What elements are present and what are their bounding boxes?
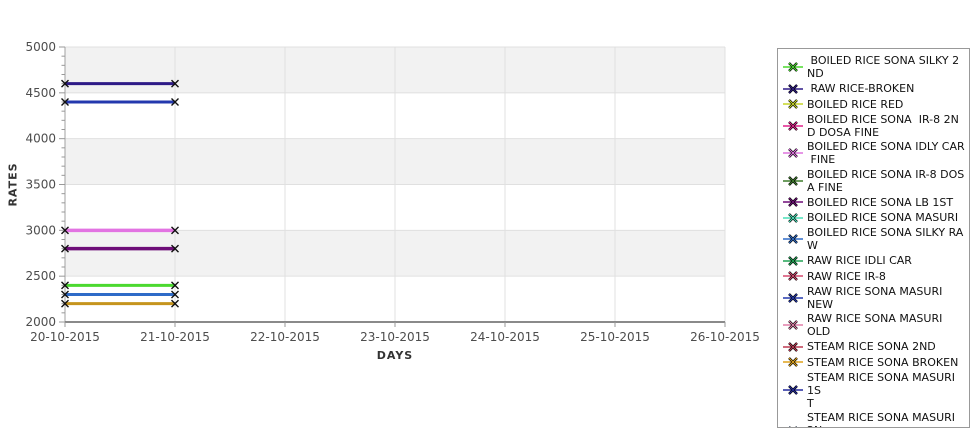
legend-item: RAW RICE SONA MASURI NEW — [782, 285, 966, 311]
legend-item: STEAM RICE SONA MASURI 1S T — [782, 371, 966, 410]
legend-x-marker-icon — [783, 212, 803, 223]
series-endpoint-marker — [171, 79, 179, 88]
legend-item: STEAM RICE SONA 2ND — [782, 340, 966, 354]
legend-label: RAW RICE IR-8 — [807, 269, 886, 283]
legend-x-marker-icon — [783, 83, 803, 94]
legend-box: BOILED RICE SONA SILKY 2 ND RAW RICE-BRO… — [777, 48, 970, 428]
y-tick-label: 2500 — [25, 269, 56, 283]
legend-label: BOILED RICE SONA IR-8 DOS A FINE — [807, 167, 965, 194]
legend-x-marker-icon — [783, 341, 803, 352]
series-endpoint-marker — [171, 299, 179, 308]
legend-item: RAW RICE-BROKEN — [782, 82, 966, 96]
legend-item: RAW RICE IDLI CAR — [782, 254, 966, 268]
y-tick-label: 5000 — [25, 40, 56, 54]
x-tick-label: 21-10-2015 — [140, 330, 210, 344]
legend-label: RAW RICE SONA MASURI NEW — [807, 284, 946, 311]
legend-label: BOILED RICE RED — [807, 97, 904, 111]
legend-item: BOILED RICE SONA IDLY CAR FINE — [782, 140, 966, 166]
legend-x-marker-icon — [783, 120, 803, 131]
legend-label: BOILED RICE SONA IDLY CAR FINE — [807, 140, 965, 166]
y-tick-label: 3500 — [25, 178, 56, 192]
y-tick-label: 2000 — [25, 315, 56, 329]
series-endpoint-marker — [61, 98, 69, 106]
y-tick-label: 4500 — [25, 86, 56, 100]
legend-x-marker-icon — [783, 175, 803, 186]
legend-label: BOILED RICE SONA LB 1ST — [807, 195, 954, 209]
series-endpoint-marker — [61, 244, 69, 253]
legend-item: RAW RICE SONA MASURI OLD — [782, 312, 966, 338]
x-tick-label: 26-10-2015 — [690, 330, 760, 344]
legend-label: STEAM RICE SONA BROKEN — [807, 355, 959, 369]
series-endpoint-marker — [61, 226, 69, 235]
series-endpoint-marker — [61, 79, 69, 88]
legend-x-marker-icon — [783, 357, 803, 367]
y-tick-label: 3000 — [25, 223, 56, 237]
plot-area: 2000 2500 3000 3500 4000 4500 5000 20-10-2015 21… — [0, 40, 760, 380]
series-endpoint-marker — [171, 281, 179, 290]
legend-label: RAW RICE SONA MASURI OLD — [807, 312, 946, 338]
x-tick-label: 22-10-2015 — [250, 330, 320, 344]
legend-x-marker-icon — [783, 234, 803, 244]
legend-label: RAW RICE-BROKEN — [807, 82, 915, 95]
legend-label: STEAM RICE SONA MASURI 1S T — [807, 370, 956, 410]
legend-x-marker-icon — [783, 385, 803, 395]
series-endpoint-marker — [171, 290, 179, 299]
legend-item: BOILED RICE RED — [782, 97, 966, 111]
legend-item: BOILED RICE SONA SILKY 2 ND — [782, 54, 966, 80]
legend-x-marker-icon — [783, 255, 803, 266]
series-endpoint-marker — [61, 299, 69, 308]
legend-item: STEAM RICE SONA BROKEN — [782, 355, 966, 369]
legend-item: STEAM RICE SONA MASURI 2N D — [782, 411, 966, 427]
chart-canvas: 2000 2500 3000 3500 4000 4500 5000 20-10-2015 21… — [25, 40, 760, 344]
legend-item: BOILED RICE SONA MASURI — [782, 211, 966, 225]
legend-item: BOILED RICE SONA IR-8 DOS A FINE — [782, 168, 966, 194]
legend-x-marker-icon — [783, 62, 803, 72]
legend-item: BOILED RICE SONA SILKY RA W — [782, 226, 966, 252]
legend-label: BOILED RICE SONA SILKY RA W — [807, 226, 964, 252]
legend-label: BOILED RICE SONA MASURI — [807, 211, 959, 224]
legend-item: BOILED RICE SONA LB 1ST — [782, 195, 966, 209]
legend-x-marker-icon — [783, 320, 803, 330]
x-tick-label: 23-10-2015 — [360, 330, 430, 344]
legend-label: BOILED RICE SONA IR-8 2N D DOSA FINE — [807, 112, 959, 139]
series-endpoint-marker — [171, 98, 179, 106]
x-tick-label: 24-10-2015 — [470, 330, 540, 344]
legend-x-marker-icon — [783, 271, 803, 281]
series-endpoint-marker — [171, 226, 179, 235]
legend-label: BOILED RICE SONA SILKY 2 ND — [807, 54, 960, 80]
x-axis-title: DAYS — [376, 349, 414, 362]
legend-label: RAW RICE IDLI CAR — [807, 254, 912, 267]
legend-x-marker-icon — [783, 292, 803, 303]
series-endpoint-marker — [171, 244, 179, 253]
x-tick-label: 20-10-2015 — [30, 330, 100, 344]
legend-x-marker-icon — [783, 99, 803, 109]
legend-x-marker-icon — [788, 425, 798, 427]
series-endpoint-marker — [61, 290, 69, 299]
legend-label: STEAM RICE SONA 2ND — [807, 340, 936, 353]
y-tick-label: 4000 — [25, 132, 56, 146]
legend-item: RAW RICE IR-8 — [782, 269, 966, 283]
legend-label: STEAM RICE SONA MASURI 2N D — [807, 411, 956, 427]
legend-x-marker-icon — [783, 197, 803, 207]
x-tick-label: 25-10-2015 — [580, 330, 650, 344]
legend-item: BOILED RICE SONA IR-8 2N D DOSA FINE — [782, 113, 966, 139]
series-endpoint-marker — [61, 281, 69, 290]
legend-x-marker-icon — [783, 148, 803, 158]
